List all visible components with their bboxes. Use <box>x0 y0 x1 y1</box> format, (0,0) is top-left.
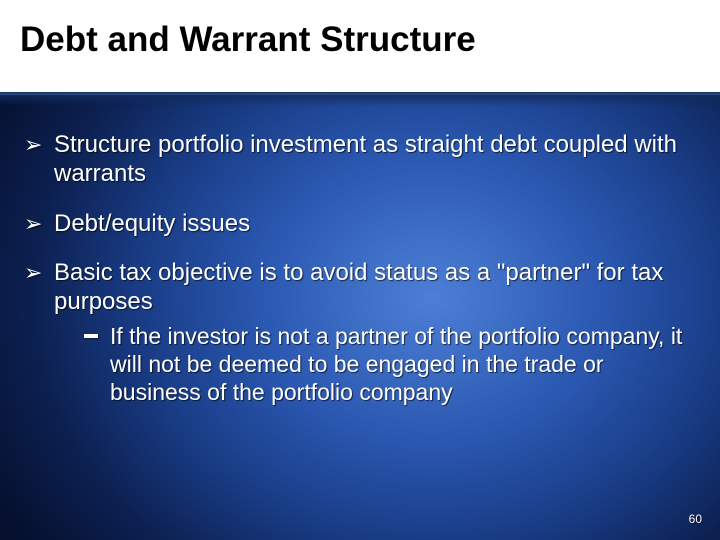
page-number: 60 <box>689 512 702 526</box>
slide-body: ➢ Structure portfolio investment as stra… <box>24 130 692 426</box>
chevron-right-icon: ➢ <box>24 211 42 238</box>
bullet-text: Basic tax objective is to avoid status a… <box>54 259 663 315</box>
chevron-right-icon: ➢ <box>24 132 42 159</box>
bullet-item: ➢ Structure portfolio investment as stra… <box>24 130 692 189</box>
chevron-right-icon: ➢ <box>24 260 42 287</box>
title-divider <box>0 92 720 106</box>
dash-icon <box>84 334 98 338</box>
bullet-item: ➢ Debt/equity issues <box>24 209 692 238</box>
bullet-text: Structure portfolio investment as straig… <box>54 131 677 187</box>
bullet-item: ➢ Basic tax objective is to avoid status… <box>24 258 692 407</box>
slide: Debt and Warrant Structure ➢ Structure p… <box>0 0 720 540</box>
sub-bullet-item: If the investor is not a partner of the … <box>84 322 692 406</box>
slide-title: Debt and Warrant Structure <box>20 20 476 60</box>
sub-bullet-text: If the investor is not a partner of the … <box>110 323 682 405</box>
title-bar: Debt and Warrant Structure <box>0 0 720 95</box>
bullet-text: Debt/equity issues <box>54 210 250 237</box>
